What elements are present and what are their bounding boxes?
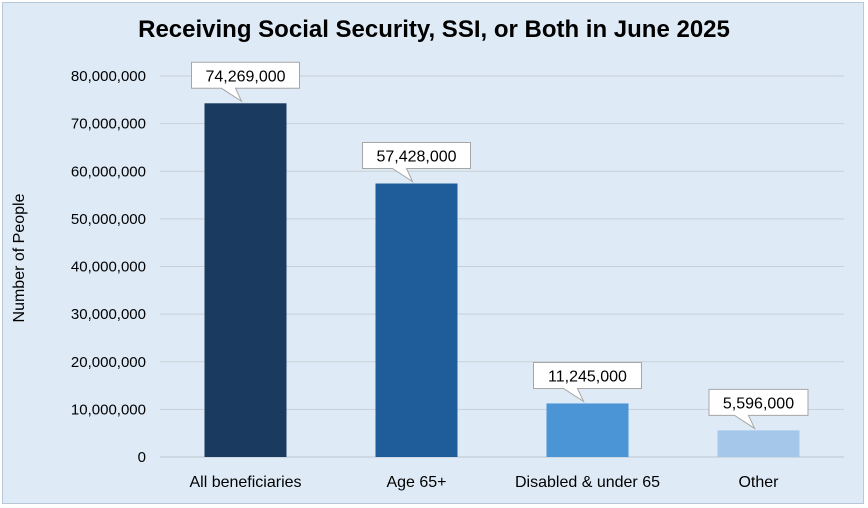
y-tick-label: 40,000,000 [71, 259, 146, 276]
y-tick-label: 20,000,000 [71, 354, 146, 371]
x-category-label: Age 65+ [386, 474, 446, 491]
data-label: 74,269,000 [205, 68, 285, 85]
y-tick-label: 0 [138, 449, 146, 466]
y-axis-tick-labels: 0 10,000,000 20,000,000 30,000,000 40,000,00… [71, 68, 146, 466]
bar [375, 183, 458, 457]
y-tick-label: 60,000,000 [71, 163, 146, 180]
y-tick-label: 10,000,000 [71, 401, 146, 418]
data-label-callout [533, 361, 642, 403]
bars [204, 103, 800, 457]
x-category-label: Disabled & under 65 [515, 474, 660, 491]
chart-title: Receiving Social Security, SSI, or Both … [138, 16, 730, 43]
data-label: 11,245,000 [548, 368, 627, 385]
bar [204, 103, 287, 457]
data-labels: 74,269,000 57,428,000 11,245,000 5,596,000 [191, 61, 809, 430]
y-axis-title: Number of People [11, 193, 28, 322]
bar [717, 430, 800, 457]
data-label-callout [362, 141, 471, 183]
bar [546, 403, 629, 457]
x-axis-category-labels: All beneficiaries Age 65+ Disabled & under… [189, 474, 779, 491]
y-tick-label: 50,000,000 [71, 211, 146, 228]
y-tick-label: 80,000,000 [71, 68, 146, 85]
data-label-callout [708, 388, 809, 430]
x-category-label: All beneficiaries [189, 474, 301, 491]
data-label: 57,428,000 [376, 148, 456, 165]
data-label: 5,596,000 [723, 395, 794, 412]
y-tick-label: 70,000,000 [71, 116, 146, 133]
y-tick-label: 30,000,000 [71, 306, 146, 323]
data-label-callout [191, 61, 300, 103]
x-category-label: Other [738, 474, 779, 491]
